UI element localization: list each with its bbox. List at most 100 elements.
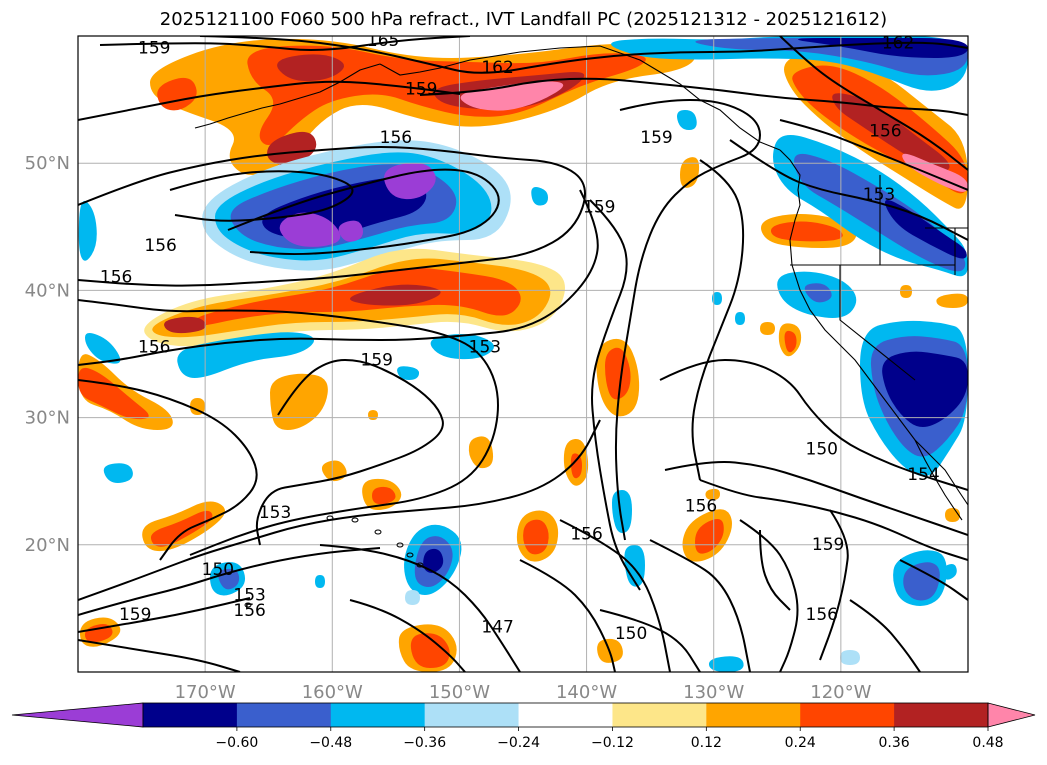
height-contour [78, 597, 251, 633]
anomaly-blob [468, 436, 494, 469]
contour-label: 159 [138, 39, 170, 59]
contour-label: 156 [380, 128, 412, 148]
height-contour [659, 358, 968, 491]
anomaly-blob [85, 624, 113, 643]
anomaly-blob [277, 54, 344, 82]
anomaly-blob [410, 633, 450, 668]
anomaly-blob [612, 490, 632, 533]
anomaly-blob [941, 564, 957, 580]
anomaly-blob [677, 110, 697, 130]
contour-label: 159 [119, 605, 151, 625]
colorbar-frame [142, 702, 989, 728]
lon-tick-label: 130°W [683, 682, 744, 703]
colorbar-tick-label: 0.24 [785, 735, 816, 751]
height-contour [614, 98, 762, 541]
height-contour [319, 544, 521, 672]
anomaly-blob [760, 322, 775, 335]
colorbar-swatch [143, 703, 238, 727]
anomaly-blob [78, 367, 149, 420]
anomaly-blob [712, 292, 722, 305]
anomaly-blob [423, 548, 444, 573]
coastline [839, 265, 916, 381]
contour-label: 147 [481, 617, 513, 637]
contour-label: 159 [361, 350, 393, 370]
lat-tick-label: 40°N [25, 280, 70, 301]
height-contour [78, 299, 499, 556]
anomaly-blob [279, 212, 341, 247]
colorbar-swatch [236, 703, 332, 727]
contour-label: 159 [583, 198, 615, 218]
contour-label: 156 [144, 236, 176, 256]
island [374, 529, 382, 535]
contour-label: 165 [367, 31, 399, 51]
contour-label: 153 [233, 586, 265, 606]
colorbar-swatch [330, 703, 426, 727]
anomaly-blob [885, 200, 967, 259]
anomaly-blob [321, 460, 347, 482]
height-contour [739, 519, 799, 672]
anomaly-blob [903, 562, 940, 601]
contour-label: 162 [481, 58, 513, 78]
coastline [914, 439, 963, 521]
colorbar-swatch [424, 703, 520, 727]
anomaly-blob [368, 410, 378, 420]
coastline [379, 45, 781, 151]
anomaly-blob [405, 590, 420, 605]
anomaly-blob [945, 508, 960, 522]
colorbar-extend-low [11, 702, 144, 728]
contour-label: 153 [259, 503, 291, 523]
anomaly-blob [735, 312, 745, 325]
height-contour [78, 379, 258, 561]
height-contour [78, 419, 601, 601]
coastline [194, 63, 381, 129]
height-contour [649, 539, 751, 672]
colorbar-tick-label: −0.48 [309, 735, 352, 751]
contour-label: 156 [869, 121, 901, 141]
anomaly-blob [531, 187, 548, 206]
colorbar-swatch [800, 703, 895, 727]
contour-label: 159 [812, 535, 844, 555]
anomaly-blob [770, 221, 843, 242]
anomaly-blob [523, 519, 549, 555]
height-contour [227, 168, 500, 256]
lon-tick-label: 120°W [810, 682, 871, 703]
coastline [779, 149, 968, 506]
island [244, 602, 252, 608]
height-contour [199, 36, 968, 74]
contour-label: 156 [806, 605, 838, 625]
contour-label: 156 [100, 268, 132, 288]
anomaly-blob [190, 398, 205, 415]
anomaly-blob [680, 157, 700, 188]
island [406, 552, 414, 558]
height-contour [349, 599, 466, 672]
lon-tick-label: 140°W [556, 682, 617, 703]
contour-label: 156 [685, 497, 717, 517]
colorbar-swatch [518, 703, 613, 727]
lon-tick-label: 150°W [429, 682, 490, 703]
anomaly-blob [315, 575, 325, 588]
height-contour [99, 36, 471, 51]
lon-tick-label: 160°W [302, 682, 363, 703]
colorbar-tick-label: −0.60 [215, 735, 258, 751]
colorbar: −0.60 −0.48 −0.36 −0.24 −0.12 0.12 0.24 0.36 0.4… [11, 702, 1036, 751]
anomaly-blob [804, 283, 832, 303]
anomaly-blob [372, 486, 396, 505]
anomaly-blob [900, 285, 912, 298]
anomaly-blob [267, 131, 317, 166]
lat-tick-label: 20°N [25, 535, 70, 556]
anomaly-blob [936, 293, 968, 308]
contour-label: 156 [233, 601, 265, 621]
plot-frame [77, 35, 969, 673]
height-contours [78, 36, 968, 672]
anomaly-blob [705, 488, 720, 500]
anomaly-blob [85, 333, 121, 364]
island [351, 517, 359, 523]
height-contour [899, 559, 968, 601]
height-contour [691, 159, 745, 481]
anomaly-blob [460, 81, 564, 111]
island [396, 542, 404, 548]
anomaly-blob [164, 316, 206, 334]
anomaly-blob [784, 330, 797, 353]
